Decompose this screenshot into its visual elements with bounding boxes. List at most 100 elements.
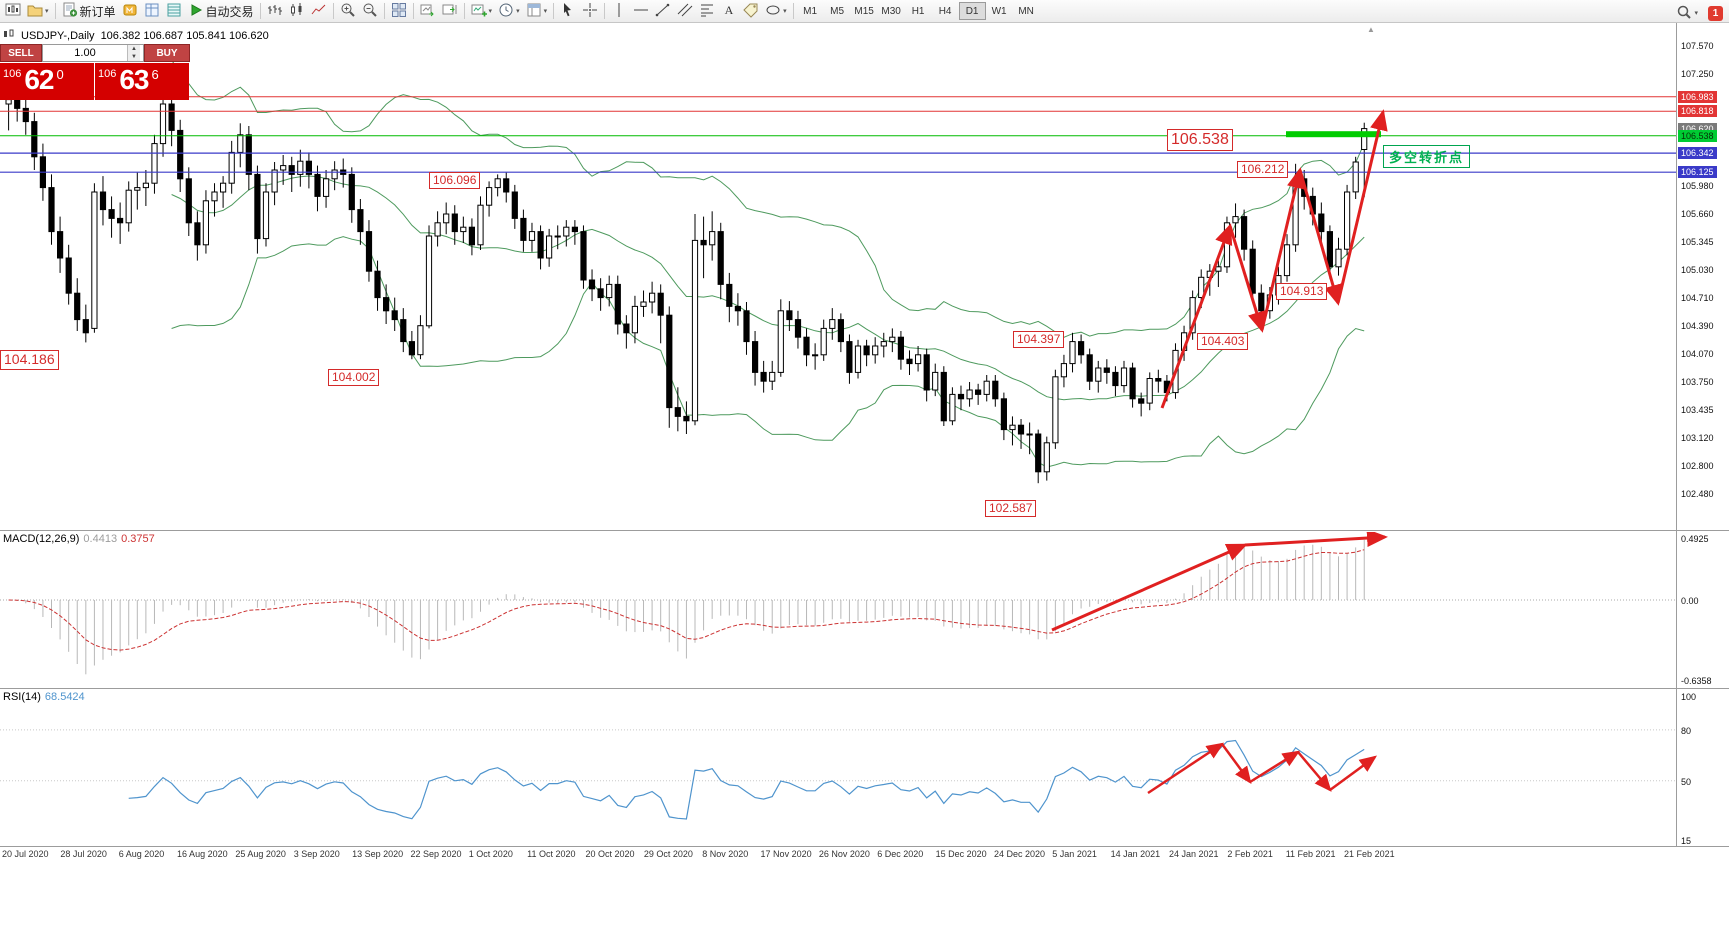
- bars-chart-button[interactable]: [264, 1, 286, 21]
- search-button[interactable]: ▾: [1673, 3, 1701, 23]
- panel-separator-rsi[interactable]: [0, 688, 1729, 689]
- price-annotation-label[interactable]: 106.096: [429, 172, 481, 189]
- toolbar-separator: [792, 3, 794, 19]
- new-order-button[interactable]: 新订单: [59, 1, 119, 21]
- indicators-button[interactable]: ▾: [468, 1, 496, 21]
- vline-button[interactable]: [608, 1, 630, 21]
- candles-chart-button[interactable]: [286, 1, 308, 21]
- sell-button[interactable]: SELL: [0, 44, 42, 62]
- timeframe-mn-button[interactable]: MN: [1013, 2, 1040, 20]
- notification-badge[interactable]: 1: [1708, 5, 1723, 21]
- new-chart-button[interactable]: [2, 1, 24, 21]
- trendline-button[interactable]: [652, 1, 674, 21]
- auto-scroll-button[interactable]: [417, 1, 439, 21]
- macd-axis-label: -0.6358: [1681, 676, 1712, 687]
- channel-button[interactable]: [674, 1, 696, 21]
- chevron-down-icon: ▾: [1694, 10, 1698, 17]
- autotrade-play-button[interactable]: 自动交易: [185, 1, 257, 21]
- profiles-button[interactable]: ▾: [24, 1, 52, 21]
- price-annotation-label[interactable]: 104.913: [1276, 283, 1328, 300]
- crosshair-icon: [582, 2, 598, 21]
- macd-signal-value: 0.3757: [121, 533, 155, 545]
- zoom-out-button[interactable]: [359, 1, 381, 21]
- rsi-name: RSI(14): [3, 691, 41, 703]
- price-axis-label: 105.345: [1681, 236, 1714, 247]
- metaquotes-button[interactable]: [119, 1, 141, 21]
- indicators-icon: [471, 2, 487, 21]
- chart-shift-button[interactable]: [439, 1, 461, 21]
- timeframe-m30-button[interactable]: M30: [878, 2, 905, 20]
- fibo-button[interactable]: [696, 1, 718, 21]
- timeframe-h1-button[interactable]: H1: [905, 2, 932, 20]
- timeframe-d1-button[interactable]: D1: [958, 2, 986, 20]
- scroll-shift-marker[interactable]: ▲: [1367, 25, 1375, 34]
- macd-signal-line: [8, 549, 1365, 651]
- hline-button[interactable]: [630, 1, 652, 21]
- trend-arrows[interactable]: [1160, 109, 1388, 409]
- fibo-icon: [699, 2, 715, 21]
- ask-quote[interactable]: 106 63 6: [95, 63, 189, 100]
- shapes-button[interactable]: ▾: [762, 1, 790, 21]
- volume-down-icon[interactable]: ▼: [128, 53, 140, 61]
- date-axis-label: 16 Aug 2020: [177, 849, 228, 859]
- market-watch-button[interactable]: [141, 1, 163, 21]
- timeframe-m1-button[interactable]: M1: [797, 2, 824, 20]
- panel-separator-macd[interactable]: [0, 530, 1729, 531]
- volume-input[interactable]: [43, 46, 127, 60]
- cursor-button[interactable]: [557, 1, 579, 21]
- candles-layer[interactable]: [5, 90, 1368, 484]
- main-price-chart[interactable]: [0, 23, 1676, 532]
- macd-panel[interactable]: [0, 532, 1676, 687]
- periods-button[interactable]: ▾: [495, 1, 523, 21]
- price-level-badge: 106.818: [1678, 105, 1717, 118]
- timeframe-h4-button[interactable]: H4: [932, 2, 959, 20]
- data-window-button[interactable]: [163, 1, 185, 21]
- templates-button[interactable]: ▾: [523, 1, 551, 21]
- price-axis-label: 102.480: [1681, 488, 1714, 499]
- date-axis-label: 20 Oct 2020: [585, 849, 635, 859]
- price-axis-label: 103.435: [1681, 404, 1714, 415]
- volume-up-icon[interactable]: ▲: [128, 45, 140, 53]
- pivot-note-label[interactable]: 多空转折点: [1383, 145, 1471, 168]
- buy-button[interactable]: BUY: [144, 44, 190, 62]
- price-annotation-label[interactable]: 102.587: [985, 500, 1037, 517]
- toolbar-separator: [54, 3, 56, 19]
- toolbar-separator: [259, 3, 261, 19]
- chevron-down-icon: ▾: [543, 8, 548, 15]
- templates-icon: [526, 2, 542, 21]
- price-annotation-label[interactable]: 104.002: [328, 369, 380, 386]
- price-annotation-label[interactable]: 104.403: [1197, 333, 1249, 350]
- label-button[interactable]: [740, 1, 762, 21]
- cursor-icon: [560, 2, 576, 21]
- ohlc-readout: 106.382 106.687 105.841 106.620: [100, 29, 269, 42]
- bars-chart-icon: [267, 2, 283, 21]
- price-annotation-label[interactable]: 104.186: [0, 350, 59, 370]
- timeframe-m5-button[interactable]: M5: [824, 2, 851, 20]
- date-axis-label: 22 Sep 2020: [410, 849, 462, 859]
- price-axis-label: 104.390: [1681, 320, 1714, 331]
- price-annotation-label[interactable]: 104.397: [1013, 331, 1065, 348]
- tile-windows-button[interactable]: [388, 1, 410, 21]
- shapes-icon: [765, 2, 781, 21]
- horizontal-level-lines[interactable]: [0, 96, 1676, 173]
- line-chart-button[interactable]: [308, 1, 330, 21]
- toolbar-right: ▾ 1: [1673, 3, 1723, 23]
- one-click-trade-panel: SELL ▲ ▼ BUY 106 62 0 106 63 6: [0, 44, 191, 100]
- bid-pip-digit: 0: [56, 67, 64, 82]
- text-button[interactable]: A: [718, 1, 740, 21]
- price-annotation-label[interactable]: 106.538: [1167, 129, 1233, 151]
- macd-histogram: [16, 539, 1365, 675]
- timeframe-w1-button[interactable]: W1: [986, 2, 1013, 20]
- bid-big-digits: 62: [24, 64, 54, 95]
- price-annotation-label[interactable]: 106.212: [1237, 161, 1289, 178]
- bid-quote[interactable]: 106 62 0: [0, 63, 94, 100]
- rsi-panel[interactable]: [0, 690, 1676, 846]
- crosshair-button[interactable]: [579, 1, 601, 21]
- zoom-in-button[interactable]: [337, 1, 359, 21]
- line-chart-icon: [311, 2, 327, 21]
- timeframe-m15-button[interactable]: M15: [851, 2, 878, 20]
- date-axis-label: 21 Feb 2021: [1344, 849, 1395, 859]
- green-pivot-segment[interactable]: [1286, 131, 1381, 138]
- date-axis-label: 3 Sep 2020: [293, 849, 340, 859]
- ask-pip-digit: 6: [151, 67, 159, 82]
